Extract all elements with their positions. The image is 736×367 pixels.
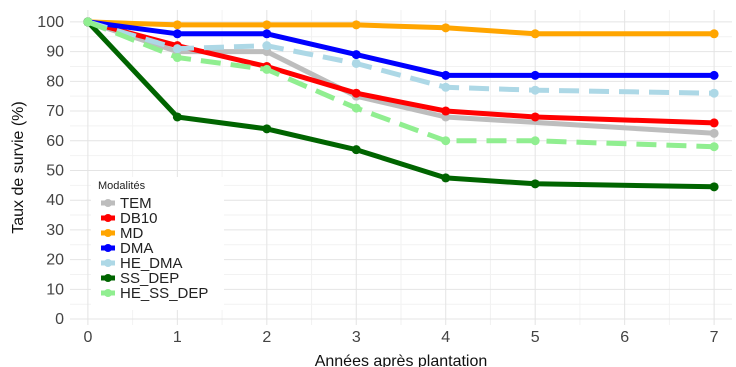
legend-label: MD xyxy=(120,225,143,242)
data-point xyxy=(262,64,272,74)
data-point xyxy=(262,124,272,134)
legend-item: MD xyxy=(101,225,143,242)
data-point xyxy=(351,58,361,68)
data-point xyxy=(709,70,719,80)
data-point xyxy=(351,145,361,155)
y-tick-label: 80 xyxy=(46,73,64,90)
data-point xyxy=(709,118,719,128)
data-point xyxy=(530,29,540,39)
legend-item: DB10 xyxy=(101,210,158,227)
grid-lines xyxy=(70,10,732,325)
x-tick-label: 6 xyxy=(620,329,629,346)
legend-key-point xyxy=(104,214,112,222)
y-tick-label: 90 xyxy=(46,44,64,61)
legend-key-point xyxy=(104,199,112,207)
data-point xyxy=(709,128,719,138)
legend-key-point xyxy=(104,259,112,267)
legend-key-point xyxy=(104,229,112,237)
legend-item: HE_SS_DEP xyxy=(101,285,208,302)
legend-item: DMA xyxy=(101,240,153,257)
y-tick-label: 20 xyxy=(46,252,64,269)
legend-key-point xyxy=(104,274,112,282)
y-tick-label: 10 xyxy=(46,281,64,298)
data-point xyxy=(709,182,719,192)
y-axis-title: Taux de survie (%) xyxy=(10,101,27,234)
data-point xyxy=(441,23,451,33)
legend-label: DB10 xyxy=(120,210,158,227)
data-point xyxy=(172,44,182,54)
legend-label: DMA xyxy=(120,240,153,257)
y-tick-label: 0 xyxy=(55,311,64,328)
data-point xyxy=(530,179,540,189)
legend: Modalités TEMDB10MDDMAHE_DMASS_DEPHE_SS_D… xyxy=(91,177,224,310)
x-tick-label: 5 xyxy=(531,329,540,346)
series-lines xyxy=(83,17,719,192)
data-point xyxy=(441,70,451,80)
data-point xyxy=(262,29,272,39)
legend-title: Modalités xyxy=(98,180,146,192)
series-he-ss-dep xyxy=(83,17,719,152)
data-point xyxy=(351,20,361,30)
data-point xyxy=(441,173,451,183)
data-point xyxy=(709,88,719,98)
y-tick-label: 100 xyxy=(37,14,64,31)
data-point xyxy=(530,85,540,95)
y-tick-label: 70 xyxy=(46,103,64,120)
data-point xyxy=(172,20,182,30)
legend-label: HE_DMA xyxy=(120,255,183,272)
legend-item: HE_DMA xyxy=(101,255,183,272)
legend-label: SS_DEP xyxy=(120,270,179,287)
legend-item: TEM xyxy=(101,195,152,212)
x-tick-label: 0 xyxy=(83,329,92,346)
data-point xyxy=(441,136,451,146)
y-tick-label: 40 xyxy=(46,192,64,209)
data-point xyxy=(262,41,272,51)
legend-label: HE_SS_DEP xyxy=(120,285,208,302)
y-tick-label: 60 xyxy=(46,133,64,150)
data-point xyxy=(530,136,540,146)
data-point xyxy=(530,70,540,80)
x-tick-label: 7 xyxy=(710,329,719,346)
x-tick-label: 4 xyxy=(441,329,450,346)
data-point xyxy=(709,29,719,39)
x-tick-label: 1 xyxy=(173,329,182,346)
legend-key-point xyxy=(104,244,112,252)
data-point xyxy=(441,106,451,116)
data-point xyxy=(351,88,361,98)
tick-labels: 0 10 20 30 40 50 60 70 80 90 100 0 1 2 3 4 5 6 7 xyxy=(37,14,718,346)
y-tick-label: 30 xyxy=(46,222,64,239)
y-tick-label: 50 xyxy=(46,162,64,179)
data-point xyxy=(172,53,182,63)
legend-box xyxy=(91,177,224,310)
x-tick-label: 3 xyxy=(352,329,361,346)
data-point xyxy=(262,20,272,30)
data-point xyxy=(83,17,93,27)
data-point xyxy=(530,112,540,122)
data-point xyxy=(441,82,451,92)
series-ss-dep xyxy=(83,17,719,192)
data-point xyxy=(709,142,719,152)
legend-item: SS_DEP xyxy=(101,270,179,287)
data-point xyxy=(351,103,361,113)
data-point xyxy=(172,112,182,122)
x-axis-title: Années après plantation xyxy=(315,353,488,367)
data-point xyxy=(172,29,182,39)
legend-label: TEM xyxy=(120,195,152,212)
data-point xyxy=(351,50,361,60)
legend-key-point xyxy=(104,289,112,297)
x-tick-label: 2 xyxy=(262,329,271,346)
